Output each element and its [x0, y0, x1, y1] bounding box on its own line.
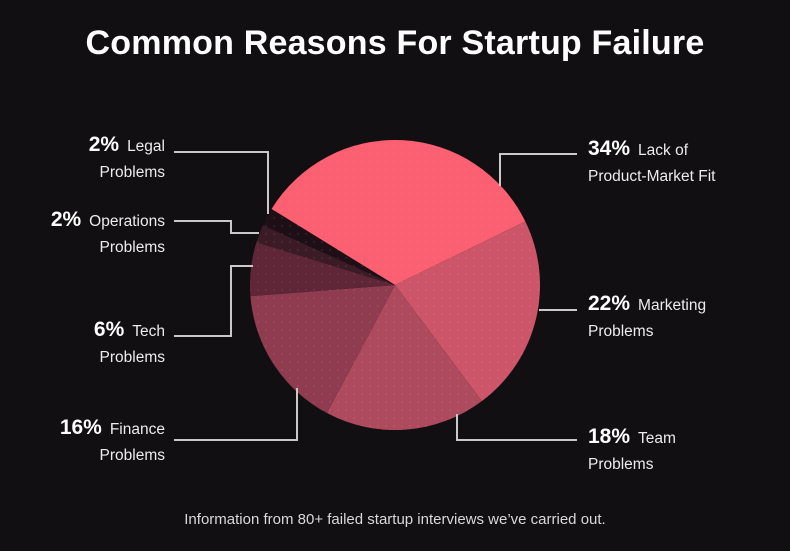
- callout-marketing-label: Marketing: [638, 297, 707, 314]
- callout-team-pct: 18%: [588, 425, 631, 448]
- leader-line-team: [456, 414, 577, 441]
- callout-tech: 6% Tech Problems: [94, 317, 165, 370]
- callout-team-label: Team: [638, 430, 676, 447]
- callout-legal-pct: 2%: [88, 133, 120, 156]
- callout-finance-pct: 16%: [59, 416, 102, 439]
- callout-marketing-label-line2: Problems: [588, 323, 654, 340]
- leader-line-finance: [174, 388, 298, 441]
- leader-line-legal: [174, 151, 269, 214]
- callout-tech-pct: 6%: [93, 318, 125, 341]
- chart-title: Common Reasons For Startup Failure: [85, 24, 705, 62]
- callout-legal-label-line2: Problems: [99, 164, 165, 181]
- callout-operations-label-line2: Problems: [99, 239, 165, 256]
- callout-operations: 2% Operations Problems: [51, 207, 165, 260]
- callout-operations-label: Operations: [89, 213, 165, 230]
- callout-team: 18% Team Problems: [588, 424, 676, 477]
- callout-team-label-line2: Problems: [588, 456, 654, 473]
- callout-product-market-fit-label: Lack of: [638, 142, 689, 159]
- source-note: Information from 80+ failed startup inte…: [184, 511, 606, 528]
- callout-product-market-fit: 34% Lack of Product-Market Fit: [588, 136, 715, 189]
- callout-finance-label: Finance: [109, 421, 165, 438]
- callout-tech-label: Tech: [132, 323, 165, 340]
- callout-product-market-fit-pct: 34%: [588, 137, 631, 160]
- callout-legal: 2% Legal Problems: [89, 132, 165, 185]
- callout-finance-label-line2: Problems: [99, 447, 165, 464]
- callout-legal-label: Legal: [127, 138, 165, 155]
- callout-tech-label-line2: Problems: [99, 349, 165, 366]
- callout-finance: 16% Finance Problems: [60, 415, 165, 468]
- callout-marketing-pct: 22%: [588, 292, 631, 315]
- leader-line-operations: [174, 220, 259, 234]
- callout-operations-pct: 2%: [50, 208, 82, 231]
- pie-texture-overlay: [250, 140, 540, 430]
- callout-product-market-fit-label-line2: Product-Market Fit: [588, 168, 716, 185]
- leader-line-tech: [174, 265, 253, 337]
- leader-line-product-market-fit: [499, 153, 577, 186]
- callout-marketing: 22% Marketing Problems: [588, 291, 706, 344]
